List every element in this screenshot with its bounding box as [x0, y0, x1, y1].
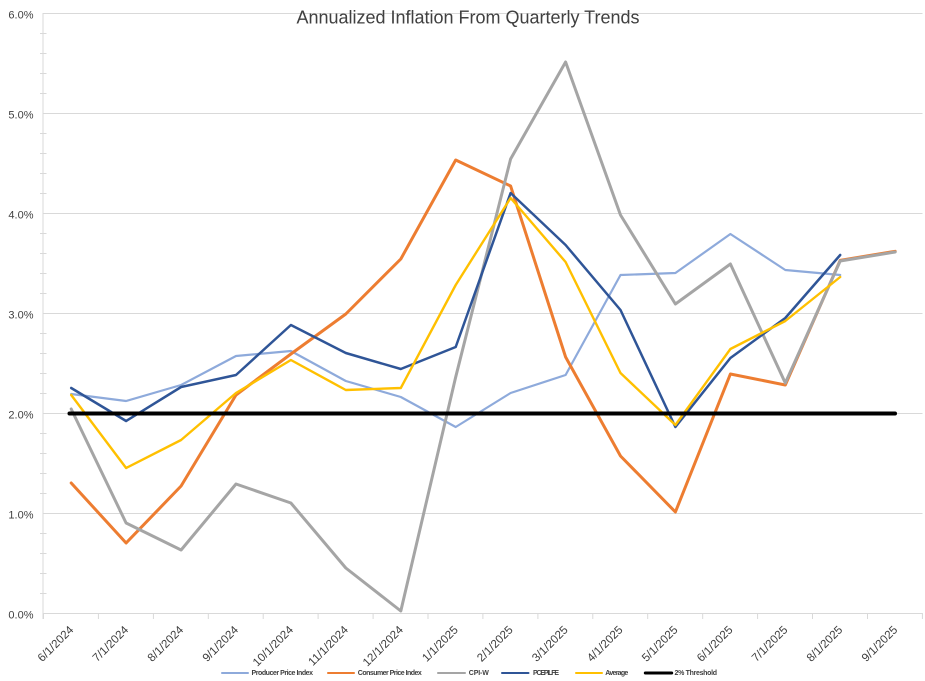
svg-text:Annualized Inflation From Quar: Annualized Inflation From Quarterly Tren… — [297, 7, 640, 28]
svg-text:0.0%: 0.0% — [8, 610, 33, 622]
svg-text:5.0%: 5.0% — [8, 110, 33, 122]
svg-text:1.0%: 1.0% — [8, 510, 33, 522]
svg-text:3.0%: 3.0% — [8, 310, 33, 322]
svg-text:PCEPILFE: PCEPILFE — [533, 670, 559, 677]
svg-text:2% Threshold: 2% Threshold — [675, 670, 718, 677]
svg-text:Average: Average — [605, 670, 628, 677]
svg-text:CPI-W: CPI-W — [469, 670, 489, 677]
svg-text:6.0%: 6.0% — [8, 10, 33, 22]
svg-text:Producer Price Index: Producer Price Index — [252, 670, 314, 677]
svg-text:Consumer Price Index: Consumer Price Index — [358, 670, 422, 677]
svg-text:4.0%: 4.0% — [8, 210, 33, 222]
svg-text:2.0%: 2.0% — [8, 410, 33, 422]
